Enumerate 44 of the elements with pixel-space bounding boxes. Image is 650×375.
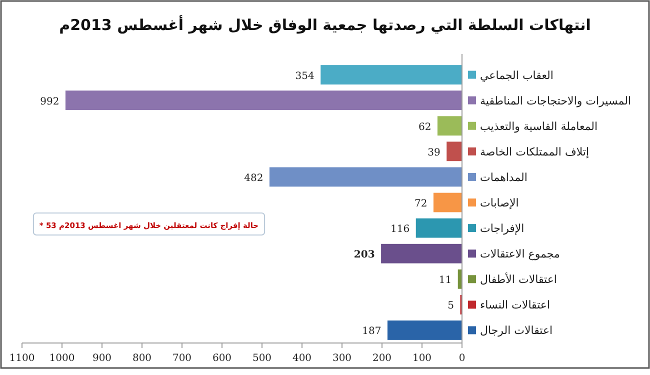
- x-tick-label: 400: [292, 353, 312, 364]
- y-tick-label: إتلاف الممتلكات الخاصة: [480, 145, 590, 158]
- x-tick-label: 600: [212, 353, 232, 364]
- y-tick-label: المداهمات: [480, 170, 528, 184]
- bar: [415, 218, 462, 238]
- x-tick-label: 900: [92, 353, 112, 364]
- data-label: 187: [362, 326, 382, 338]
- data-label: 72: [414, 198, 428, 210]
- x-tick-label: 1000: [49, 353, 75, 364]
- x-tick-label: 700: [172, 353, 192, 364]
- data-label: 5: [448, 300, 454, 312]
- bar: [380, 243, 462, 264]
- y-tick-label: المسيرات والاحتجاجات المناطقية: [480, 94, 632, 108]
- y-tick-label: اعتقالات الرجال: [480, 324, 553, 338]
- bar: [320, 64, 462, 85]
- x-tick-label: 300: [332, 353, 352, 364]
- y-tick-label: الإصابات: [480, 196, 519, 210]
- data-label: 354: [295, 70, 314, 82]
- data-label: 116: [390, 224, 410, 236]
- x-tick-label: 0: [458, 353, 466, 364]
- data-label: 203: [354, 250, 375, 261]
- x-tick-label: 1100: [9, 353, 35, 364]
- bar: [446, 141, 462, 162]
- bar: [432, 192, 462, 213]
- x-tick-label: 500: [252, 353, 272, 364]
- x-tick-label: 800: [132, 353, 152, 364]
- y-tick-label: مجموع الاعتقالات: [480, 248, 560, 261]
- data-label: 482: [244, 172, 264, 184]
- y-tick-label: المعاملة القاسية والتعذيب: [480, 120, 598, 133]
- data-label: 39: [428, 147, 440, 158]
- data-label: 11: [438, 275, 452, 286]
- y-tick-label: اعتقالات النساء: [480, 298, 550, 312]
- y-tick-label: الإفراجات: [480, 222, 524, 236]
- x-tick-label: 100: [412, 353, 432, 364]
- data-label: 62: [418, 122, 432, 133]
- chart-title: انتهاكات السلطة التي رصدتها جمعية الوفاق خلال شهر أغسطس 2013م: [59, 15, 591, 34]
- bar: [436, 116, 462, 136]
- data-label: 992: [40, 96, 60, 108]
- y-tick-label: العقاب الجماعي: [480, 68, 554, 82]
- y-tick-label: اعتقالات الأطفال: [480, 272, 557, 286]
- bar: [268, 166, 462, 188]
- x-tick-label: 200: [372, 353, 392, 364]
- bar: [64, 90, 462, 111]
- bar: [386, 320, 462, 340]
